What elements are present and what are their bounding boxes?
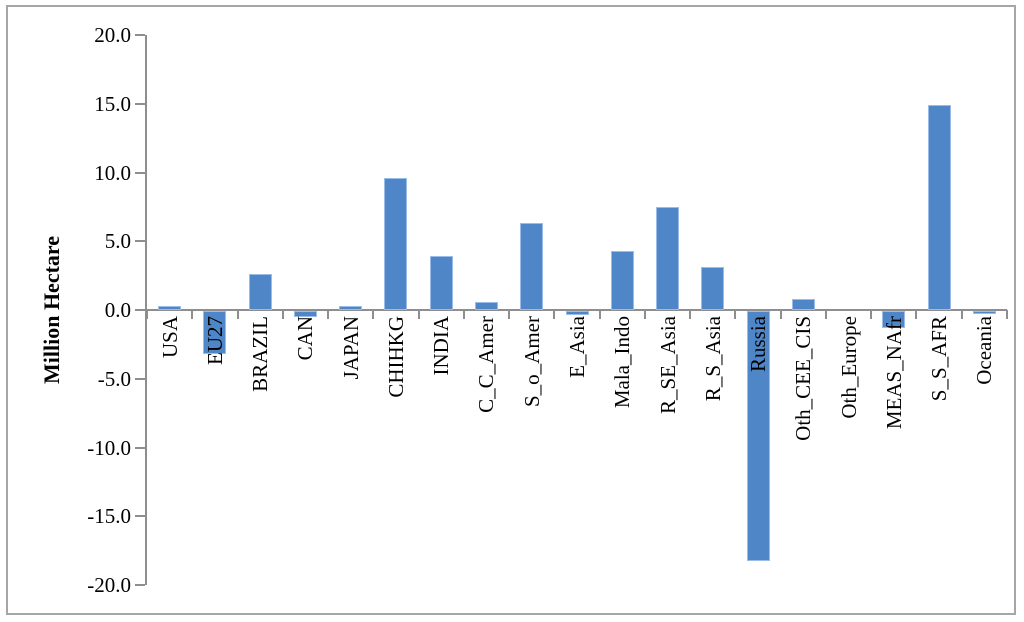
x-tick-mark — [689, 310, 692, 319]
x-tick-mark — [824, 310, 827, 319]
bar — [746, 311, 770, 562]
x-tick-mark — [915, 310, 918, 319]
bar — [384, 178, 408, 310]
y-tick-mark — [135, 377, 145, 380]
x-tick-mark — [553, 310, 556, 319]
bar — [791, 299, 815, 310]
x-tick-mark — [779, 310, 782, 319]
x-tick-mark — [191, 310, 194, 319]
x-tick-mark — [643, 310, 646, 319]
bar — [429, 256, 453, 310]
category-label: Oth_CEE_CIS — [791, 316, 816, 441]
category-label: Russia — [746, 316, 771, 373]
bar — [927, 105, 951, 310]
y-tick-label: 5.0 — [104, 229, 131, 254]
y-tick-label: 15.0 — [94, 91, 131, 116]
y-tick-label: -15.0 — [87, 504, 131, 529]
x-tick-mark — [372, 310, 375, 319]
bar — [293, 311, 317, 317]
x-tick-mark — [598, 310, 601, 319]
x-tick-mark — [1006, 310, 1008, 319]
category-label: R_SE_Asia — [655, 316, 680, 415]
y-tick-label: 0.0 — [104, 298, 131, 322]
bar — [158, 305, 182, 310]
bar — [565, 311, 589, 316]
y-tick-mark — [135, 515, 145, 518]
category-label: E_Asia — [565, 316, 589, 378]
bar — [882, 311, 906, 328]
bar — [520, 223, 544, 310]
category-label: S_S_AFR — [927, 316, 952, 402]
bar — [656, 206, 680, 310]
category-label: C_C_Amer — [474, 316, 499, 413]
category-label: JAPAN — [338, 316, 363, 380]
y-tick-mark — [135, 446, 145, 449]
category-label: EU27 — [202, 316, 227, 365]
category-label: CHIHKG — [383, 316, 408, 398]
x-axis-line — [145, 309, 1007, 311]
category-label: Oth_Europe — [836, 316, 861, 419]
bar — [972, 311, 996, 314]
category-label: Oceania — [972, 316, 997, 385]
bar — [610, 250, 634, 310]
x-tick-mark — [734, 310, 737, 319]
x-tick-mark — [236, 310, 239, 319]
category-label: INDIA — [429, 316, 454, 376]
x-tick-mark — [870, 310, 873, 319]
category-label: R_S_Asia — [700, 316, 725, 402]
category-label: BRAZIL — [248, 316, 273, 392]
category-label: USA — [157, 316, 182, 359]
y-tick-mark — [135, 240, 145, 243]
y-tick-label: 10.0 — [94, 160, 131, 185]
x-tick-mark — [462, 310, 465, 319]
y-tick-label: -20.0 — [87, 573, 131, 597]
y-tick-mark — [135, 34, 145, 36]
bar — [701, 267, 725, 310]
x-tick-mark — [417, 310, 420, 319]
y-tick-mark — [135, 171, 145, 174]
bar — [248, 274, 272, 310]
bar — [203, 311, 227, 354]
bar — [339, 305, 363, 310]
x-tick-mark — [327, 310, 330, 319]
y-tick-mark — [135, 102, 145, 105]
category-label: CAN — [293, 316, 318, 361]
x-tick-mark — [281, 310, 284, 319]
category-label: S_o_Amer — [519, 316, 544, 407]
category-label: Mala_Indo — [610, 316, 635, 409]
y-tick-label: -10.0 — [87, 435, 131, 460]
bar — [474, 301, 498, 310]
x-tick-mark — [508, 310, 511, 319]
x-tick-mark — [146, 310, 148, 319]
category-label: MEAS_NAfr — [881, 316, 906, 430]
y-tick-label: -5.0 — [97, 366, 131, 391]
y-tick-mark — [135, 584, 145, 586]
x-tick-mark — [960, 310, 963, 319]
y-tick-mark — [135, 309, 145, 311]
y-tick-label: 20.0 — [94, 23, 131, 47]
